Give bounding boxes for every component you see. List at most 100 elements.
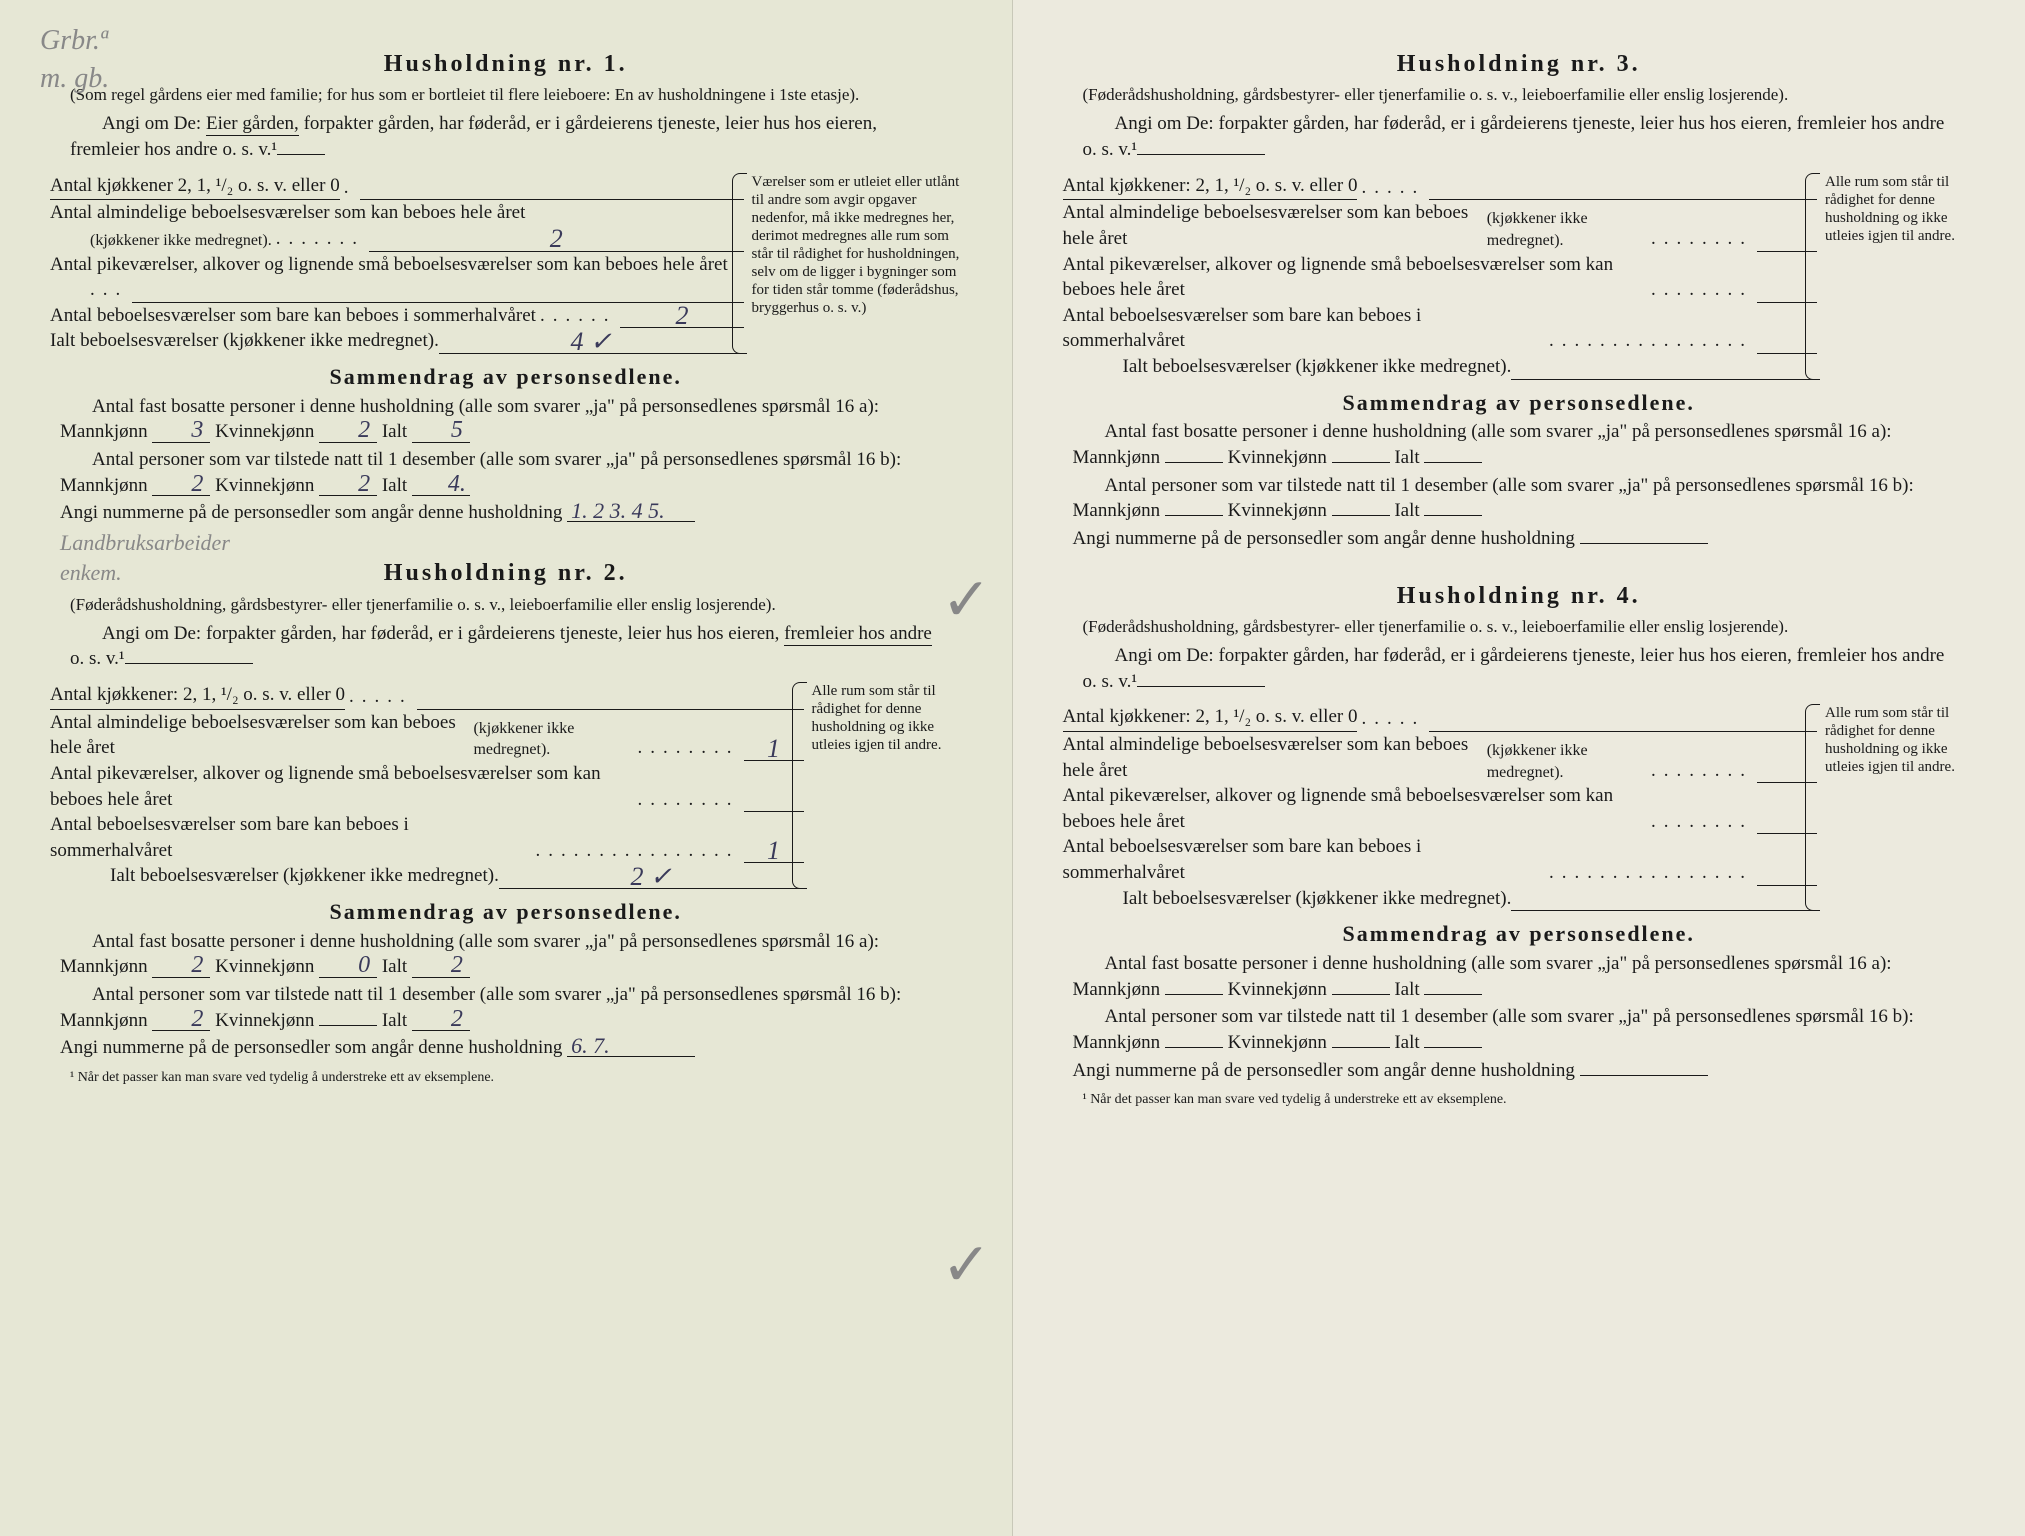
hh2-nummer-txt: Angi nummerne på de personsedler som ang… xyxy=(60,1037,562,1058)
hh4-kjokken: Antal kjøkkener: 2, 1, ¹/₂ o. s. v. elle… xyxy=(1063,704,1358,732)
hh3-p16a-k xyxy=(1332,462,1390,463)
ialt8: Ialt xyxy=(1394,1032,1419,1053)
hh1-nummer-txt: Angi nummerne på de personsedler som ang… xyxy=(60,502,562,523)
brace-icon xyxy=(792,682,807,889)
kvinne1: Kvinnekjønn xyxy=(215,421,314,442)
hh1-p16b-i: 4. xyxy=(412,474,470,497)
hh4-rooms-note: Alle rum som står til rådighet for denne… xyxy=(1817,704,1975,911)
hh3-r1p: (kjøkkener ikke medregnet). xyxy=(1487,208,1647,251)
hh1-r1p: (kjøkkener ikke medregnet). xyxy=(50,230,272,252)
hh3-p16b-i xyxy=(1424,515,1482,516)
hh1-nummer: Angi nummerne på de personsedler som ang… xyxy=(50,500,962,526)
kvinne3: Kvinnekjønn xyxy=(215,956,314,977)
kvinne2: Kvinnekjønn xyxy=(215,475,314,496)
hh4-p16b-m xyxy=(1165,1047,1223,1048)
kvinne7: Kvinnekjønn xyxy=(1228,979,1327,1000)
hh2-p16b-m: 2 xyxy=(152,1009,210,1032)
pencil-note-mid: Landbruksarbeider enkem. xyxy=(60,528,972,587)
hh2-p16a-i: 2 xyxy=(412,955,470,978)
hh1-subtitle: (Som regel gårdens eier med familie; for… xyxy=(50,84,962,107)
hh3-p16b: Antal personer som var tilstede natt til… xyxy=(1063,473,1976,524)
hh4-r3: Antal beboelsesværelser som bare kan beb… xyxy=(1063,834,1546,885)
kvinne6: Kvinnekjønn xyxy=(1228,500,1327,521)
hh2-kjokken: Antal kjøkkener: 2, 1, ¹/₂ o. s. v. elle… xyxy=(50,682,345,710)
hh2-p16b-i: 2 xyxy=(412,1009,470,1032)
hh3-nummer-txt: Angi nummerne på de personsedler som ang… xyxy=(1073,528,1575,549)
hh2-rooms: Antal kjøkkener: 2, 1, ¹/₂ o. s. v. elle… xyxy=(50,682,962,889)
hh2-p16a: Antal fast bosatte personer i denne hush… xyxy=(50,929,962,980)
hh2-nummer-val: 6. 7. xyxy=(567,1036,695,1057)
hh2-p16b: Antal personer som var tilstede natt til… xyxy=(50,982,962,1033)
hh1-rooms-note: Værelser som er utleiet eller utlånt til… xyxy=(744,173,962,354)
hh4-ialt: Ialt beboelsesværelser (kjøkkener ikke m… xyxy=(1063,886,1512,912)
hh2-angi-under: fremleier hos andre xyxy=(784,623,932,646)
hh3-p16b-m xyxy=(1165,515,1223,516)
hh1-angi-blank xyxy=(277,154,325,155)
hh3-p16b-k xyxy=(1332,515,1390,516)
hh4-nummer-txt: Angi nummerne på de personsedler som ang… xyxy=(1073,1060,1575,1081)
hh4-kjokken-val xyxy=(1429,731,1817,732)
ialt4: Ialt xyxy=(382,1010,407,1031)
hh3-rooms: Antal kjøkkener: 2, 1, ¹/₂ o. s. v. elle… xyxy=(1063,173,1976,380)
hh4-angi: Angi om De: forpakter gården, har føderå… xyxy=(1063,643,1976,694)
hh4-sammen-title: Sammendrag av personsedlene. xyxy=(1063,919,1976,949)
hh1-p16a: Antal fast bosatte personer i denne hush… xyxy=(50,394,962,445)
ialt3: Ialt xyxy=(382,956,407,977)
hh2-angi: Angi om De: forpakter gården, har føderå… xyxy=(50,621,962,672)
hh4-p16b-i xyxy=(1424,1047,1482,1048)
footnote-left: ¹ Når det passer kan man svare ved tydel… xyxy=(50,1069,962,1088)
ialt1: Ialt xyxy=(382,421,407,442)
hh3-nummer: Angi nummerne på de personsedler som ang… xyxy=(1063,526,1976,552)
hh3-angi-blank xyxy=(1137,154,1265,155)
ialt6: Ialt xyxy=(1394,500,1419,521)
hh1-p16a-i: 5 xyxy=(412,420,470,443)
hh4-angi-blank xyxy=(1137,686,1265,687)
left-page: Grbr.ª m. gb. Husholdning nr. 1. (Som re… xyxy=(0,0,1013,1536)
brace-icon xyxy=(732,173,747,354)
hh3-kjokken-val xyxy=(1429,199,1817,200)
hh2-nummer: Angi nummerne på de personsedler som ang… xyxy=(50,1035,962,1061)
hh2-angi-blank xyxy=(125,663,253,664)
hh4-p16a-k xyxy=(1332,994,1390,995)
pencil-note-top: Grbr.ª m. gb. xyxy=(40,22,109,98)
brace-icon xyxy=(1805,173,1820,380)
hh2-p16a-m: 2 xyxy=(152,955,210,978)
hh1-ialt: Ialt beboelsesværelser (kjøkkener ikke m… xyxy=(50,328,439,354)
hh3-ialt-val xyxy=(1511,379,1817,380)
hh2-r3: Antal beboelsesværelser som bare kan beb… xyxy=(50,812,532,863)
rooms-note-long: Værelser som er utleiet eller utlånt til… xyxy=(752,174,960,316)
rooms-note-short: Alle rum som står til rådighet for denne… xyxy=(812,683,942,753)
hh4-p16a: Antal fast bosatte personer i denne hush… xyxy=(1063,951,1976,1002)
hh1-p16b: Antal personer som var tilstede natt til… xyxy=(50,447,962,498)
hh3-sammen-title: Sammendrag av personsedlene. xyxy=(1063,388,1976,418)
hh4-nummer: Angi nummerne på de personsedler som ang… xyxy=(1063,1058,1976,1084)
hh3-p16a-i xyxy=(1424,462,1482,463)
hh1-r1: Antal almindelige beboelsesværelser som … xyxy=(50,202,525,223)
hh3-r2: Antal pikeværelser, alkover og lignende … xyxy=(1063,252,1648,303)
hh4-p16b: Antal personer som var tilstede natt til… xyxy=(1063,1004,1976,1055)
hh4-p16a-txt: Antal fast bosatte personer i denne hush… xyxy=(1073,953,1892,1000)
hh2-angi1: Angi om De: forpakter gården, har føderå… xyxy=(102,623,784,644)
hh1-p16a-m: 3 xyxy=(152,420,210,443)
ialt7: Ialt xyxy=(1394,979,1419,1000)
footnote-right: ¹ Når det passer kan man svare ved tydel… xyxy=(1063,1091,1976,1110)
hh2-sammen-title: Sammendrag av personsedlene. xyxy=(50,897,962,927)
hh4-rooms: Antal kjøkkener: 2, 1, ¹/₂ o. s. v. elle… xyxy=(1063,704,1976,911)
hh1-rooms: Antal kjøkkener 2, 1, ¹/₂ o. s. v. eller… xyxy=(50,173,962,354)
hh2-kjokken-val xyxy=(417,709,804,710)
hh1-r3-val: 2 xyxy=(620,304,743,328)
hh3-title: Husholdning nr. 3. xyxy=(1063,48,1976,80)
hh2-r1: Antal almindelige beboelsesværelser som … xyxy=(50,710,469,761)
hh1-r2: Antal pikeværelser, alkover og lignende … xyxy=(50,254,728,275)
hh4-p16b-txt: Antal personer som var tilstede natt til… xyxy=(1073,1006,1914,1053)
hh1-kjokken: Antal kjøkkener 2, 1, ¹/₂ o. s. v. eller… xyxy=(50,173,340,201)
rooms-note-short3: Alle rum som står til rådighet for denne… xyxy=(1825,174,1955,244)
hh3-subtitle: (Føderådshusholdning, gårdsbestyrer- ell… xyxy=(1063,84,1976,107)
hh3-kjokken: Antal kjøkkener: 2, 1, ¹/₂ o. s. v. elle… xyxy=(1063,173,1358,201)
kvinne4: Kvinnekjønn xyxy=(215,1010,314,1031)
hh3-nummer-val xyxy=(1580,543,1708,544)
rooms-note-short4: Alle rum som står til rådighet for denne… xyxy=(1825,705,1955,775)
hh3-angi: Angi om De: forpakter gården, har føderå… xyxy=(1063,111,1976,162)
hh4-r1: Antal almindelige beboelsesværelser som … xyxy=(1063,732,1482,783)
hh4-subtitle: (Føderådshusholdning, gårdsbestyrer- ell… xyxy=(1063,616,1976,639)
